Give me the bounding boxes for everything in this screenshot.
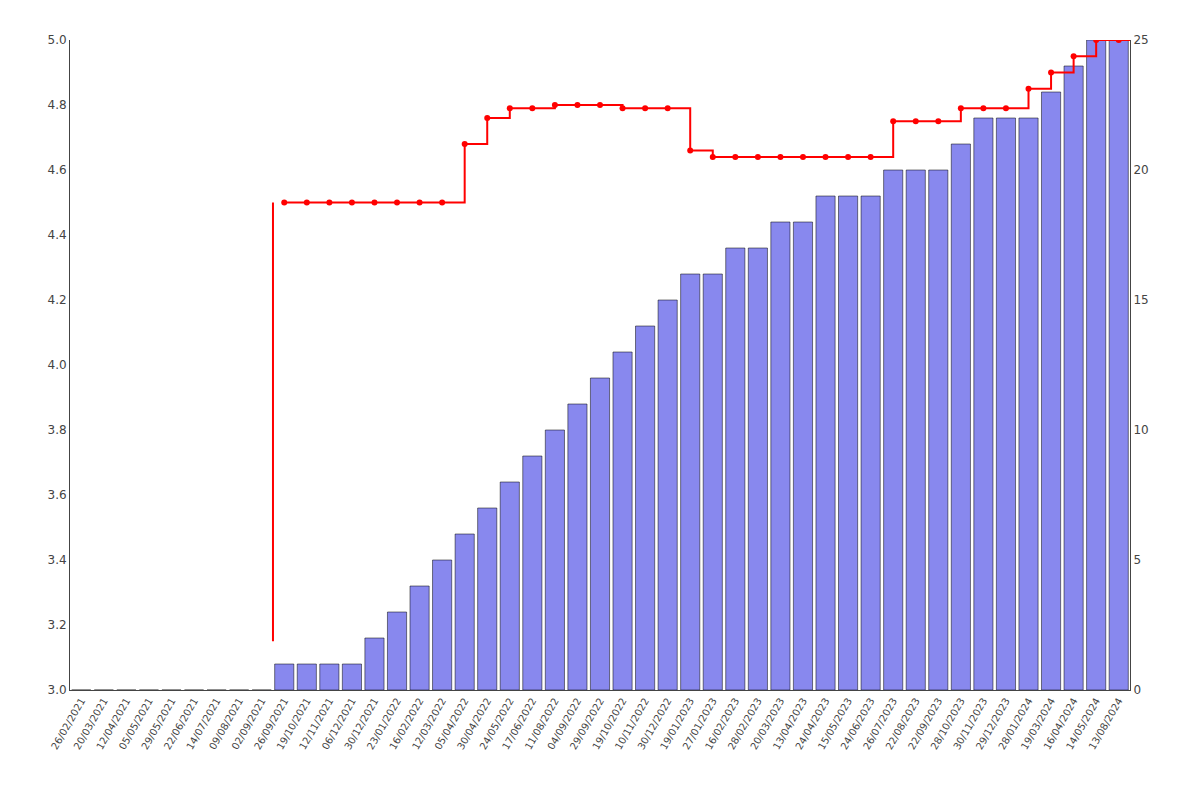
svg-text:22/06/2021: 22/06/2021 xyxy=(162,696,200,751)
svg-text:4.0: 4.0 xyxy=(48,358,67,372)
svg-text:17/06/2022: 17/06/2022 xyxy=(500,696,538,751)
svg-text:04/09/2022: 04/09/2022 xyxy=(545,696,583,751)
svg-text:20/03/2021: 20/03/2021 xyxy=(72,696,110,751)
svg-text:20/03/2023: 20/03/2023 xyxy=(748,696,786,751)
svg-text:24/06/2023: 24/06/2023 xyxy=(838,696,876,751)
svg-text:3.0: 3.0 xyxy=(48,683,67,697)
svg-text:14/05/2024: 14/05/2024 xyxy=(1064,696,1102,751)
svg-text:30/12/2022: 30/12/2022 xyxy=(635,696,673,751)
svg-text:3.6: 3.6 xyxy=(48,488,67,502)
svg-text:5: 5 xyxy=(1133,553,1141,567)
svg-text:26/09/2021: 26/09/2021 xyxy=(252,696,290,751)
svg-text:05/05/2021: 05/05/2021 xyxy=(117,696,155,751)
svg-text:30/11/2023: 30/11/2023 xyxy=(951,696,989,751)
svg-text:12/04/2021: 12/04/2021 xyxy=(94,696,132,751)
svg-text:28/02/2023: 28/02/2023 xyxy=(726,696,764,751)
svg-text:05/04/2022: 05/04/2022 xyxy=(432,696,470,751)
svg-text:29/05/2021: 29/05/2021 xyxy=(139,696,177,751)
svg-text:26/07/2023: 26/07/2023 xyxy=(861,696,899,751)
svg-text:13/04/2023: 13/04/2023 xyxy=(771,696,809,751)
svg-text:19/03/2024: 19/03/2024 xyxy=(1019,696,1057,751)
svg-text:20: 20 xyxy=(1133,163,1148,177)
svg-text:4.8: 4.8 xyxy=(48,98,67,112)
svg-text:30/04/2022: 30/04/2022 xyxy=(455,696,493,751)
svg-text:24/04/2023: 24/04/2023 xyxy=(793,696,831,751)
svg-text:02/09/2021: 02/09/2021 xyxy=(229,696,267,751)
svg-text:22/08/2023: 22/08/2023 xyxy=(883,696,921,751)
svg-text:3.8: 3.8 xyxy=(48,423,67,437)
svg-text:28/10/2023: 28/10/2023 xyxy=(929,696,967,751)
svg-text:12/03/2022: 12/03/2022 xyxy=(410,696,448,751)
svg-text:0: 0 xyxy=(1133,683,1141,697)
svg-text:28/01/2024: 28/01/2024 xyxy=(996,696,1034,751)
svg-text:16/04/2024: 16/04/2024 xyxy=(1041,696,1079,751)
svg-text:14/07/2021: 14/07/2021 xyxy=(184,696,222,751)
svg-text:29/12/2023: 29/12/2023 xyxy=(974,696,1012,751)
svg-text:16/02/2023: 16/02/2023 xyxy=(703,696,741,751)
svg-text:19/01/2023: 19/01/2023 xyxy=(658,696,696,751)
svg-text:27/01/2023: 27/01/2023 xyxy=(680,696,718,751)
svg-text:4.2: 4.2 xyxy=(48,293,67,307)
svg-text:26/02/2021: 26/02/2021 xyxy=(49,696,87,751)
svg-text:24/05/2022: 24/05/2022 xyxy=(478,696,516,751)
svg-text:15: 15 xyxy=(1133,293,1148,307)
svg-text:10/11/2022: 10/11/2022 xyxy=(613,696,651,751)
svg-text:4.4: 4.4 xyxy=(48,228,67,242)
svg-text:4.6: 4.6 xyxy=(48,163,67,177)
svg-text:5.0: 5.0 xyxy=(48,33,67,47)
svg-text:11/08/2022: 11/08/2022 xyxy=(523,696,561,751)
svg-text:3.4: 3.4 xyxy=(48,553,67,567)
svg-text:25: 25 xyxy=(1133,33,1148,47)
svg-text:06/12/2021: 06/12/2021 xyxy=(320,696,358,751)
svg-text:10: 10 xyxy=(1133,423,1148,437)
svg-text:09/08/2021: 09/08/2021 xyxy=(207,696,245,751)
svg-text:23/01/2022: 23/01/2022 xyxy=(365,696,403,751)
svg-text:13/08/2024: 13/08/2024 xyxy=(1086,696,1124,751)
svg-text:19/10/2022: 19/10/2022 xyxy=(590,696,628,751)
svg-text:29/09/2022: 29/09/2022 xyxy=(568,696,606,751)
svg-text:19/10/2021: 19/10/2021 xyxy=(275,696,313,751)
svg-text:15/05/2023: 15/05/2023 xyxy=(816,696,854,751)
svg-text:16/02/2022: 16/02/2022 xyxy=(387,696,425,751)
svg-text:3.2: 3.2 xyxy=(48,618,67,632)
svg-text:22/09/2023: 22/09/2023 xyxy=(906,696,944,751)
svg-text:12/11/2021: 12/11/2021 xyxy=(297,696,335,751)
svg-text:30/12/2021: 30/12/2021 xyxy=(342,696,380,751)
